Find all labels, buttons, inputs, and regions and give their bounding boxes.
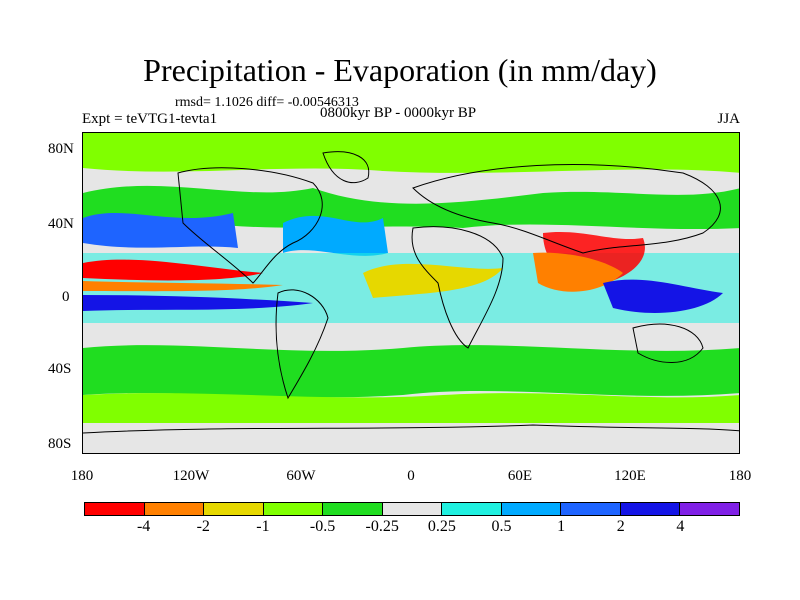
itcz-pacific-red: [83, 259, 263, 281]
coastlines: [83, 151, 739, 434]
colorbar-swatch: [323, 503, 383, 515]
eurasia-outline: [412, 164, 721, 254]
north-midlat-green: [83, 185, 739, 230]
colorbar-label: 0.5: [491, 518, 512, 535]
colorbar-label: 2: [616, 518, 625, 535]
north-pacific-blue: [83, 213, 238, 248]
colorbar-label: -1: [256, 518, 270, 535]
colorbar-swatch: [382, 503, 443, 515]
antarctica-outline: [83, 424, 739, 434]
lon-label: 60W: [286, 468, 316, 484]
colorbar: [84, 502, 740, 516]
map-plot: [82, 132, 740, 454]
colorbar-label: -2: [196, 518, 210, 535]
lon-label: 120W: [172, 468, 210, 484]
period-label: 0800kyr BP - 0000kyr BP: [320, 105, 477, 121]
colorbar-swatch: [680, 503, 740, 515]
colorbar-swatch: [204, 503, 264, 515]
australia-outline: [632, 323, 704, 363]
greenland-outline: [322, 151, 370, 184]
south-america-outline: [275, 289, 329, 400]
precip-evap-map: [83, 133, 739, 453]
colorbar-swatch: [442, 503, 502, 515]
atlantic-yellow: [363, 263, 503, 298]
itcz-pacific-orange: [83, 281, 283, 292]
south-midlat-green: [83, 345, 739, 398]
colorbar-label: 1: [557, 518, 566, 535]
colorbar-label: 0.25: [427, 518, 456, 535]
north-america-outline: [177, 167, 323, 284]
asia-orange: [533, 252, 623, 292]
lat-label: 40S: [48, 361, 72, 377]
lat-label: 0: [62, 289, 70, 305]
plot-title: Precipitation - Evaporation (in mm/day): [143, 52, 657, 88]
south-midlat-lime: [83, 393, 739, 423]
colorbar-label: -0.25: [365, 518, 399, 535]
colorbar-swatch: [85, 503, 145, 515]
season-label: JJA: [717, 111, 740, 127]
colorbar-label: 4: [676, 518, 685, 535]
itcz-pacific-blue: [83, 295, 313, 311]
experiment-label: Expt = teVTG1-tevta1: [82, 111, 218, 127]
colorbar-swatch: [501, 503, 562, 515]
lat-label: 80N: [48, 141, 74, 157]
colorbar-swatch: [561, 503, 621, 515]
southern-ocean-grey: [83, 423, 739, 453]
africa-outline: [411, 226, 504, 349]
colorbar-label: -4: [136, 518, 151, 535]
lon-label: 0: [407, 468, 415, 484]
maritime-blue: [603, 279, 723, 313]
stats-text: rmsd= 1.1026 diff= -0.00546313: [175, 95, 359, 110]
lon-label: 60E: [507, 468, 533, 484]
lon-label: 120E: [614, 468, 646, 484]
lat-label: 80S: [48, 436, 72, 452]
lon-label: 180: [728, 468, 752, 484]
colorbar-swatch: [263, 503, 324, 515]
colorbar-swatch: [144, 503, 205, 515]
lon-label: 180: [70, 468, 94, 484]
lat-label: 40N: [48, 216, 74, 232]
colorbar-label: -0.5: [309, 518, 336, 535]
colorbar-swatch: [620, 503, 681, 515]
north-atlantic-blue: [283, 215, 388, 256]
arctic-band: [83, 133, 739, 173]
